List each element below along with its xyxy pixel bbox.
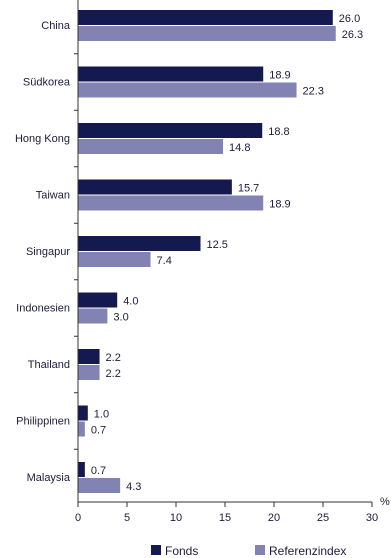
bar-fonds-hong-kong [78,123,263,138]
category-labels: China Südkorea Hong Kong Taiwan Singapur Indo… [15,20,71,484]
value-label-referenzindex-indonesien: 3.0 [113,312,128,324]
value-label-referenzindex-hong-kong: 14.8 [229,142,250,154]
bar-referenzindex-thailand [78,365,100,380]
category-label-taiwan: Taiwan [36,190,70,202]
value-label-fonds-taiwan: 15.7 [238,183,259,195]
bar-fonds-china [78,10,333,25]
x-tick-label-20: 20 [268,512,280,524]
value-label-fonds-china: 26.0 [339,13,360,25]
bar-referenzindex-china [78,26,336,41]
legend: Fonds Referenzindex [151,544,346,558]
bar-referenzindex-taiwan [78,195,264,211]
value-label-referenzindex-sudkorea: 22.3 [303,86,324,98]
value-label-referenzindex-singapur: 7.4 [157,255,172,267]
bar-fonds-thailand [78,349,100,364]
category-label-hong-kong: Hong Kong [15,133,70,145]
category-label-indonesien: Indonesien [16,303,70,315]
bar-referenzindex-indonesien [78,308,108,324]
legend-label-fonds: Fonds [165,544,198,558]
value-label-referenzindex-china: 26.3 [342,29,363,41]
axes: 0 5 10 15 20 25 30 [74,0,378,524]
bar-referenzindex-hong-kong [78,139,224,154]
x-tick-label-15: 15 [219,512,231,524]
legend-swatch-fonds [151,545,161,555]
bar-fonds-singapur [78,236,201,251]
category-label-sudkorea: Südkorea [23,77,71,89]
bar-fonds-indonesien [78,292,118,308]
bar-referenzindex-philippinen [78,421,85,437]
legend-swatch-referenzindex [255,545,265,555]
x-tick-label-0: 0 [75,512,81,524]
category-label-thailand: Thailand [28,359,70,371]
value-label-fonds-malaysia: 0.7 [91,465,106,477]
bar-fonds-taiwan [78,179,232,195]
value-label-referenzindex-malaysia: 4.3 [126,481,141,493]
value-labels: 26.0 26.3 18.9 22.3 18.8 14.8 15.7 18.9 12.5 7.4 4… [91,13,363,493]
value-label-referenzindex-philippinen: 0.7 [91,425,106,437]
bar-referenzindex-singapur [78,252,151,267]
value-label-fonds-indonesien: 4.0 [123,296,138,308]
category-label-china: China [41,20,71,32]
value-label-referenzindex-taiwan: 18.9 [269,199,290,211]
value-label-fonds-philippinen: 1.0 [94,409,109,421]
category-label-philippinen: Philippinen [16,416,70,428]
category-label-singapur: Singapur [26,246,70,258]
value-label-fonds-thailand: 2.2 [106,352,121,364]
x-tick-label-25: 25 [317,512,329,524]
x-tick-label-5: 5 [124,512,130,524]
legend-label-referenzindex: Referenzindex [269,544,346,558]
bar-fonds-malaysia [78,462,85,477]
x-tick-label-30: 30 [366,512,378,524]
bar-referenzindex-malaysia [78,478,121,493]
bar-fonds-sudkorea [78,66,264,82]
value-label-fonds-sudkorea: 18.9 [269,70,290,82]
x-axis-unit: % [380,496,390,508]
value-label-fonds-singapur: 12.5 [207,239,228,251]
bar-fonds-philippinen [78,405,88,421]
category-label-malaysia: Malaysia [27,472,71,484]
bar-referenzindex-sudkorea [78,82,297,98]
value-label-fonds-hong-kong: 18.8 [268,126,289,138]
bars [78,10,336,493]
value-label-referenzindex-thailand: 2.2 [106,368,121,380]
x-tick-label-10: 10 [170,512,182,524]
